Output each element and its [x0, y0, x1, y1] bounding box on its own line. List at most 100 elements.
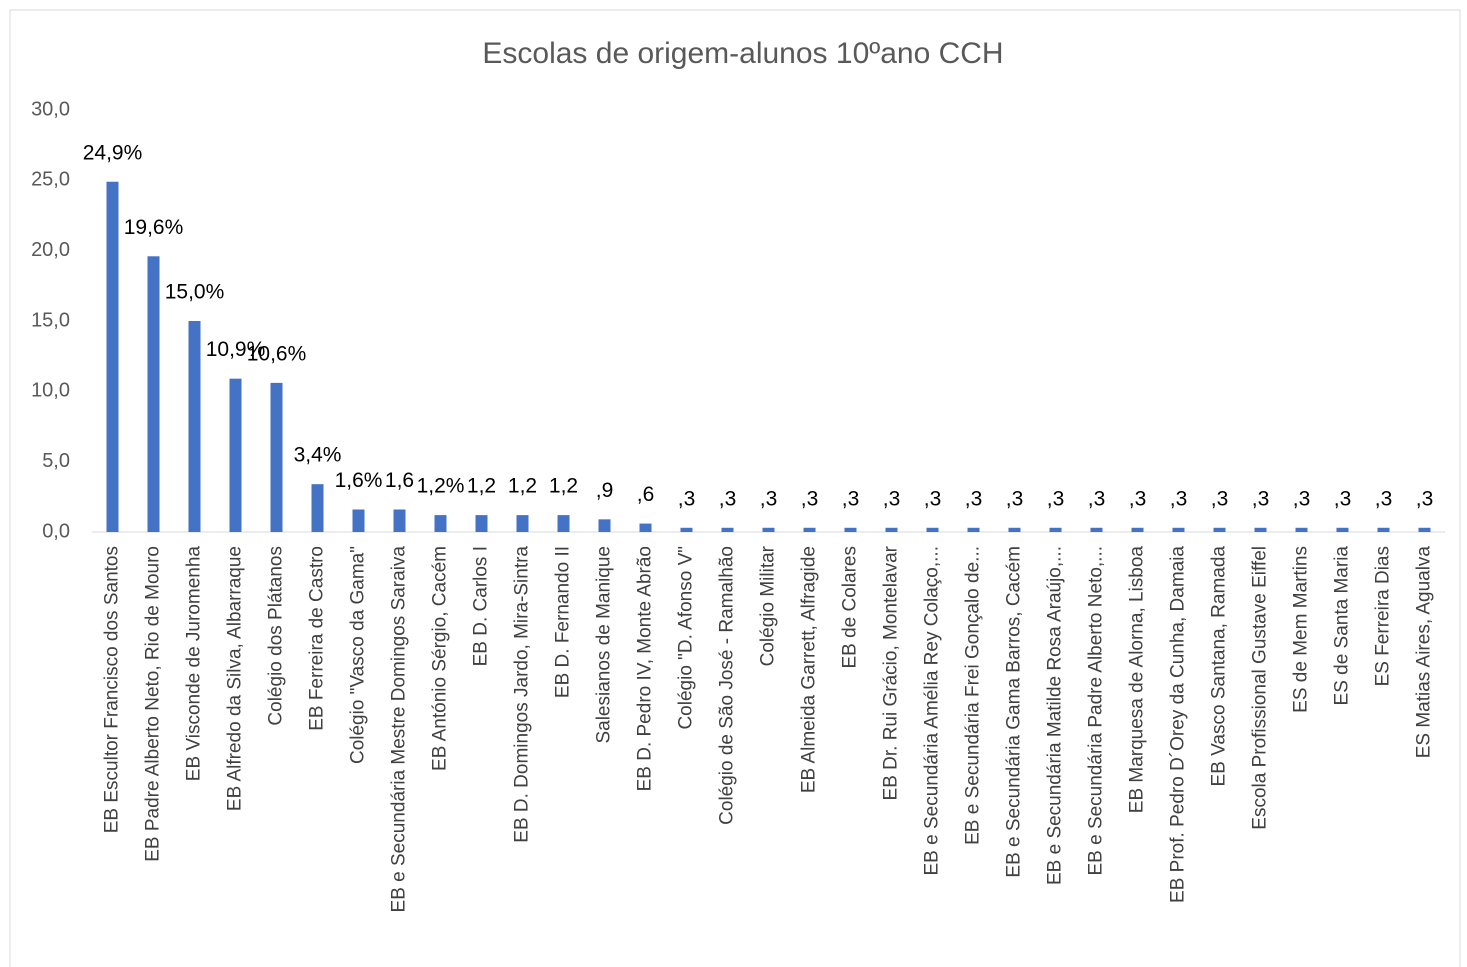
data-label: 3,4%: [294, 444, 342, 467]
bar: [598, 519, 611, 532]
x-tick-label: EB Padre Alberto Neto, Rio de Mouro: [143, 546, 164, 862]
bar: [311, 484, 324, 532]
bar: [557, 515, 570, 532]
data-label: ,3: [1129, 487, 1147, 510]
data-label: ,3: [1375, 487, 1393, 510]
x-tick-label: EB Escultor Francisco dos Santos: [102, 546, 123, 833]
y-tick-label: 20,0: [31, 239, 70, 261]
bar: [803, 527, 816, 532]
x-tick-label: EB Dr. Rui Grácio, Montelavar: [881, 545, 902, 800]
x-tick-label: EB e Secundária Amélia Rey Colaço,...: [922, 546, 943, 876]
bar: [721, 527, 734, 532]
data-label: ,3: [678, 487, 696, 510]
data-label: 1,2: [549, 475, 578, 498]
data-label: 19,6%: [124, 216, 184, 239]
x-tick-label: EB e Secundária Padre Alberto Neto,...: [1086, 546, 1107, 876]
data-label: ,3: [842, 487, 860, 510]
x-tick-label: Colégio de São José - Ramalhão: [717, 546, 738, 825]
bar: [147, 256, 160, 532]
y-tick-label: 15,0: [31, 309, 70, 331]
bar: [475, 515, 488, 532]
x-tick-label: Colégio "D. Afonso V": [676, 546, 697, 730]
data-label: 1,2: [508, 475, 537, 498]
y-tick-label: 0,0: [42, 520, 70, 542]
data-label: ,3: [1006, 487, 1024, 510]
data-label: ,3: [801, 487, 819, 510]
bar: [352, 509, 365, 532]
bar: [1049, 527, 1062, 532]
bar: [434, 515, 447, 532]
x-tick-label: ES de Mem Martins: [1291, 546, 1312, 713]
bar: [762, 527, 775, 532]
x-tick-label: EB Ferreira de Castro: [307, 546, 328, 731]
x-tick-label: EB e Secundária Frei Gonçalo de...: [963, 546, 984, 845]
bar: [1336, 527, 1349, 532]
data-label: 1,2%: [417, 475, 465, 498]
data-label: ,3: [1252, 487, 1270, 510]
data-label: ,6: [637, 483, 655, 506]
data-label: ,9: [596, 479, 614, 502]
bar: [1213, 527, 1226, 532]
data-label: 1,6: [385, 469, 414, 492]
x-tick-label: EB e Secundária Matilde Rosa Araújo,...: [1045, 546, 1066, 885]
x-tick-label: Colégio dos Plátanos: [266, 546, 287, 726]
x-tick-label: ES de Santa Maria: [1332, 546, 1353, 706]
x-tick-label: EB Almeida Garrett, Alfragide: [799, 546, 820, 793]
x-tick-label: EB António Sérgio, Cacém: [430, 546, 451, 771]
data-label: ,3: [1293, 487, 1311, 510]
data-label: ,3: [1170, 487, 1188, 510]
data-label: ,3: [1334, 487, 1352, 510]
bar: [639, 523, 652, 532]
x-tick-label: EB Vasco Santana, Ramada: [1209, 546, 1230, 787]
bar: [1008, 527, 1021, 532]
y-tick-label: 5,0: [42, 450, 70, 472]
data-label: 15,0%: [165, 281, 225, 304]
data-label: ,3: [1088, 487, 1106, 510]
bar: [844, 527, 857, 532]
chart-border: [9, 9, 1461, 967]
x-tick-label: Salesianos de Manique: [594, 546, 615, 744]
chart-title: Escolas de origem-alunos 10ºano CCH: [482, 37, 1003, 70]
bar: [1418, 527, 1431, 532]
x-tick-label: ES Ferreira Dias: [1373, 546, 1394, 686]
y-tick-label: 30,0: [31, 98, 70, 120]
bar: [1131, 527, 1144, 532]
x-tick-label: Escola Profissional Gustave Eiffel: [1250, 546, 1271, 830]
bar: [1254, 527, 1267, 532]
data-label: ,3: [924, 487, 942, 510]
bar: [270, 382, 283, 532]
y-tick-label: 10,0: [31, 380, 70, 402]
bar: [1172, 527, 1185, 532]
bar: [885, 527, 898, 532]
bar: [926, 527, 939, 532]
x-tick-label: EB D. Carlos I: [471, 546, 492, 666]
bar: [1377, 527, 1390, 532]
data-label: ,3: [965, 487, 983, 510]
x-tick-label: Colégio Militar: [758, 545, 779, 666]
bar: [680, 527, 693, 532]
data-label: ,3: [1047, 487, 1065, 510]
x-tick-label: EB Visconde de Juromenha: [184, 546, 205, 782]
x-tick-label: EB D. Domingos Jardo, Mira-Sintra: [512, 546, 533, 843]
data-label: ,3: [883, 487, 901, 510]
bar: [106, 181, 119, 533]
data-label: ,3: [1211, 487, 1229, 510]
bar: [188, 321, 201, 532]
x-tick-label: EB e Secundária Mestre Domingos Saraiva: [389, 546, 410, 913]
data-label: 1,6%: [335, 469, 383, 492]
bar: [516, 515, 529, 532]
x-tick-label: Colégio "Vasco da Gama": [348, 546, 369, 764]
bar: [393, 509, 406, 532]
data-label: 24,9%: [83, 141, 143, 164]
data-label: 1,2: [467, 475, 496, 498]
x-tick-label: EB de Colares: [840, 546, 861, 669]
x-tick-label: EB Prof. Pedro D´Orey da Cunha, Damaia: [1168, 546, 1189, 903]
data-label: ,3: [719, 487, 737, 510]
data-label: 10,6%: [247, 342, 307, 365]
x-tick-label: EB Alfredo da Silva, Albarraque: [225, 546, 246, 811]
x-tick-label: ES Matias Aires, Agualva: [1414, 546, 1435, 759]
x-tick-label: EB D. Fernando II: [553, 546, 574, 698]
x-tick-label: EB D. Pedro IV, Monte Abrão: [635, 546, 656, 791]
data-label: ,3: [1416, 487, 1434, 510]
